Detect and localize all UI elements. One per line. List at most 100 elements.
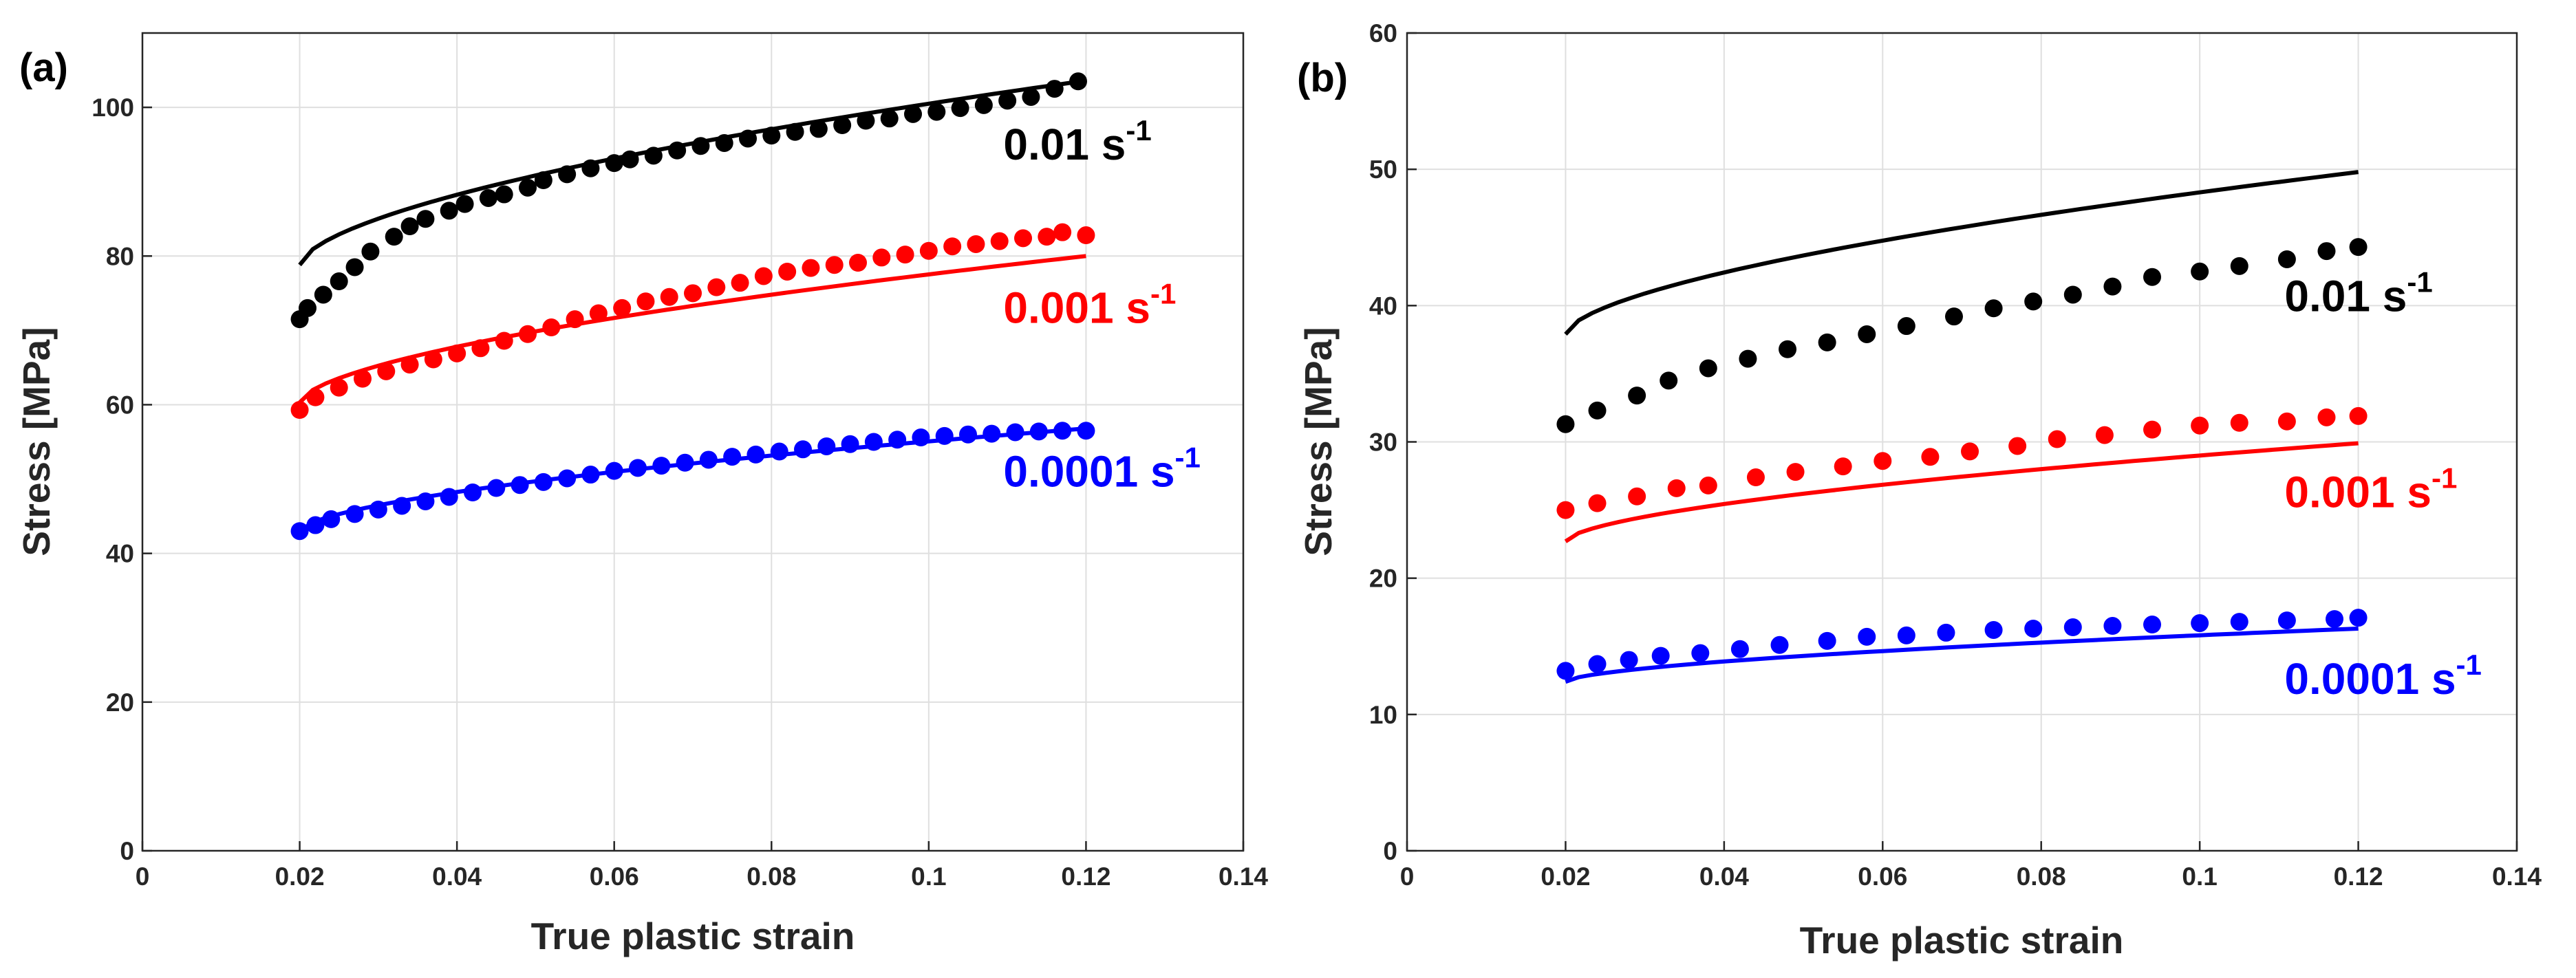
panel-a-data-point: [581, 159, 600, 177]
panel-a-data-point: [440, 488, 458, 506]
panel-b-data-point: [1556, 501, 1575, 519]
panel-a-data-point: [589, 304, 608, 323]
panel-a-y-tick-label: 100: [92, 94, 134, 122]
panel-a-data-point: [385, 228, 403, 246]
panel-a-data-point: [621, 150, 639, 169]
panel-b-data-point: [1620, 651, 1638, 669]
panel-b-data-point: [1651, 646, 1670, 665]
panel-a-series: 0.0001 s-1: [290, 422, 1201, 541]
panel-a-data-point: [495, 185, 513, 204]
panel-a-data-point: [974, 96, 993, 114]
panel-b-x-tick-label: 0.12: [2334, 862, 2383, 891]
panel-a-rate-label: 0.01 s-1: [1003, 114, 1151, 169]
panel-a-data-point: [511, 476, 529, 495]
panel-b-data-point: [1739, 349, 1757, 368]
panel-b-model-curve: [1565, 627, 2359, 684]
panel-a-data-point: [393, 497, 411, 515]
panel-b-x-tick-label: 0.02: [1541, 862, 1590, 891]
panel-a-data-point: [660, 287, 678, 306]
panel-a-rate-label: 0.0001 s-1: [1003, 441, 1200, 496]
panel-a-y-axis-title: Stress [MPa]: [15, 327, 58, 556]
panel-a-data-point: [990, 232, 1009, 250]
panel-a-data-point: [1053, 422, 1072, 440]
panel-a-data-point: [1077, 226, 1095, 245]
panel-a-data-point: [464, 483, 482, 502]
panel-b-data-point: [2317, 242, 2336, 261]
panel-a-data-point: [306, 388, 325, 406]
panel-b: (b) 0 0.02 0.04 0.06 0.08 0.1 0.12 0.14 0 10 20 30 4…: [1297, 19, 2542, 961]
panel-b-data-point: [1628, 487, 1646, 506]
panel-a-data-point: [424, 350, 442, 369]
panel-b-series: 0.001 s-1: [1556, 406, 2457, 543]
panel-a-data-point: [322, 510, 341, 528]
panel-a-data-point: [345, 505, 364, 523]
panel-a-data-point: [1022, 87, 1040, 106]
panel-a: (a) 0 0.02 0.04 0.06 0.08 0.1 0.12 0.14 0 20 40 60 8…: [15, 32, 1268, 957]
panel-a-data-point: [400, 356, 419, 374]
panel-a-data-point: [1006, 423, 1024, 442]
panel-b-y-tick-label: 10: [1369, 701, 1397, 729]
panel-b-data-point: [1834, 457, 1852, 476]
panel-a-axes-box: [141, 32, 1245, 852]
panel-b-data-point: [2277, 412, 2296, 431]
panel-b-series: 0.01 s-1: [1556, 170, 2433, 433]
panel-a-data-point: [1014, 229, 1032, 248]
panel-a-data-point: [448, 344, 466, 362]
panel-a-data-point: [1077, 422, 1095, 440]
panel-a-data-point: [754, 267, 773, 285]
panel-a-data-point: [471, 339, 490, 358]
panel-b-x-axis-title: True plastic strain: [1800, 919, 2124, 961]
panel-a-data-point: [691, 137, 710, 155]
panel-a-data-point: [935, 426, 954, 445]
panel-a-data-point: [927, 102, 946, 121]
panel-b-y-tick-label: 40: [1369, 292, 1397, 320]
panel-a-data-point: [864, 433, 883, 451]
panel-b-data-point: [2103, 277, 2122, 296]
panel-a-data-point: [416, 210, 435, 228]
panel-a-data-point: [770, 442, 788, 461]
panel-a-x-axis-title: True plastic strain: [531, 915, 855, 957]
panel-a-data-point: [566, 310, 584, 329]
panel-a-data-point: [998, 91, 1017, 110]
panel-a-series: 0.001 s-1: [290, 223, 1176, 420]
panel-a-data-point: [809, 120, 828, 138]
panel-b-data-point: [1897, 626, 1915, 644]
panel-a-data-point: [739, 129, 757, 148]
panel-a-data-point: [825, 256, 844, 274]
panel-b-data-point: [1984, 299, 2003, 318]
panel-a-data-point: [919, 241, 938, 260]
panel-a-data-point: [888, 431, 907, 449]
panel-b-y-tick-label: 0: [1383, 837, 1397, 865]
panel-b-data-point: [2024, 292, 2043, 311]
panel-b-model-curve: [1564, 441, 2359, 543]
panel-a-data-point: [904, 105, 922, 123]
panel-b-data-point: [2349, 406, 2368, 425]
panel-a-data-point: [416, 492, 435, 510]
panel-a-x-tick-label: 0: [136, 862, 150, 891]
panel-a-data-point: [676, 453, 694, 472]
panel-b-data-point: [2095, 426, 2114, 444]
panel-a-data-point: [558, 165, 577, 184]
panel-a-data-point: [377, 362, 396, 380]
panel-b-data-point: [2063, 618, 2082, 637]
panel-a-data-point: [605, 154, 623, 173]
panel-b-rate-label: 0.001 s-1: [2284, 462, 2457, 517]
panel-a-series: 0.01 s-1: [290, 72, 1152, 329]
panel-a-y-tick-label: 0: [120, 837, 134, 865]
panel-b-data-point: [2143, 616, 2162, 634]
panel-b-data-point: [1746, 468, 1765, 487]
panel-a-data-point: [1038, 228, 1056, 246]
panel-a-data-point: [330, 272, 348, 291]
panel-a-data-point: [983, 424, 1001, 443]
panel-a-y-tick-label: 80: [106, 242, 134, 270]
panel-a-y-tick-label: 20: [106, 688, 134, 717]
panel-b-data-point: [1921, 448, 1940, 466]
panel-b-data-point: [1660, 371, 1678, 390]
panel-a-data-point: [542, 318, 561, 337]
panel-b-data-point: [2191, 262, 2209, 281]
panel-b-data-point: [1874, 452, 1892, 470]
panel-a-x-tick-label: 0.02: [275, 862, 325, 891]
panel-a-data-point: [558, 469, 577, 488]
panel-b-data-point: [1786, 463, 1805, 481]
panel-a-data-point: [802, 259, 820, 277]
